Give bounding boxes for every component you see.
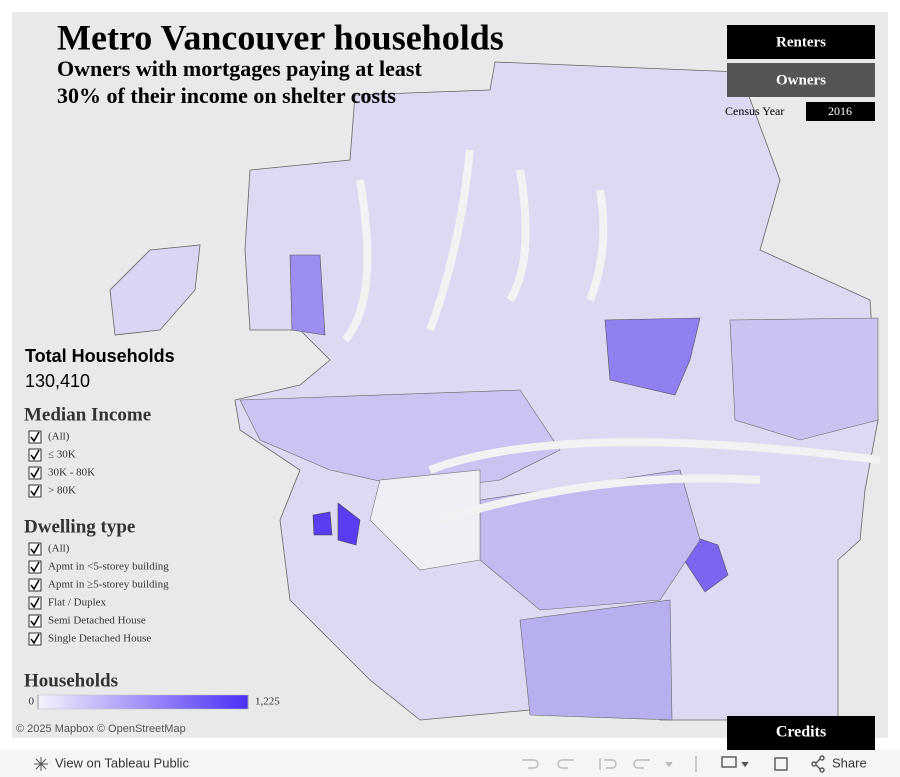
region [729, 317, 879, 441]
checkbox-label[interactable]: Apmt in <5-storey building [48, 561, 169, 573]
checkmark[interactable] [30, 561, 40, 573]
checkbox-label[interactable]: Single Detached House [48, 633, 151, 645]
renters-button[interactable] [727, 25, 875, 59]
checkbox-label[interactable]: (All) [48, 431, 70, 443]
filter-title: Dwelling type [24, 516, 135, 537]
checkbox-label[interactable]: ≤ 30K [48, 449, 76, 461]
tableau-icon[interactable] [34, 757, 48, 771]
island [109, 244, 201, 336]
checkbox-label[interactable]: 30K - 80K [48, 467, 95, 479]
checkbox-label[interactable]: Semi Detached House [48, 615, 146, 627]
toolbar-controls[interactable] [522, 756, 697, 772]
checkmark[interactable] [30, 579, 40, 591]
checkmark[interactable] [30, 449, 40, 461]
checkmark[interactable] [30, 543, 40, 555]
owners-button[interactable] [727, 63, 875, 97]
checkbox-label[interactable]: (All) [48, 543, 70, 555]
legend-gradient [37, 694, 249, 710]
owners-label[interactable]: Owners [776, 72, 826, 88]
checkbox-label[interactable]: > 80K [48, 485, 76, 497]
subtitle: Owners with mortgages paying at least [57, 56, 422, 81]
total-households-value: 130,410 [25, 371, 90, 391]
subtitle: 30% of their income on shelter costs [57, 83, 396, 108]
legend-max: 1,225 [255, 696, 280, 708]
census-year-label: Census Year [725, 104, 784, 118]
renters-label[interactable]: Renters [776, 34, 826, 50]
region [312, 502, 361, 546]
checkmark[interactable] [30, 633, 40, 645]
checkmark[interactable] [30, 597, 40, 609]
credits-label[interactable]: Credits [776, 724, 826, 741]
total-households-label: Total Households [25, 346, 175, 366]
region [369, 469, 481, 571]
checkmark[interactable] [30, 467, 40, 479]
filter-title: Median Income [24, 404, 151, 425]
view-link[interactable]: View on Tableau Public [55, 755, 189, 770]
map[interactable] [12, 12, 888, 738]
checkmark[interactable] [30, 431, 40, 443]
region [604, 317, 701, 396]
region [289, 254, 326, 336]
credits-button[interactable] [727, 716, 875, 750]
region [519, 599, 673, 721]
checkbox-label[interactable]: Flat / Duplex [48, 597, 107, 609]
attribution: © 2025 Mapbox © OpenStreetMap [16, 723, 186, 735]
checkmark[interactable] [30, 615, 40, 627]
title: Metro Vancouver households [57, 17, 504, 57]
toolbar [0, 750, 900, 777]
toolbar-actions[interactable] [721, 755, 825, 773]
share-link[interactable]: Share [832, 755, 867, 770]
river [341, 149, 881, 524]
census-year-value[interactable]: 2016 [828, 104, 852, 118]
census-year-select[interactable] [806, 102, 875, 121]
legend-min: 0 [29, 696, 35, 708]
checkbox-label[interactable]: Apmt in ≥5-storey building [48, 579, 169, 591]
checkmark[interactable] [30, 485, 40, 497]
legend-title: Households [24, 670, 118, 691]
